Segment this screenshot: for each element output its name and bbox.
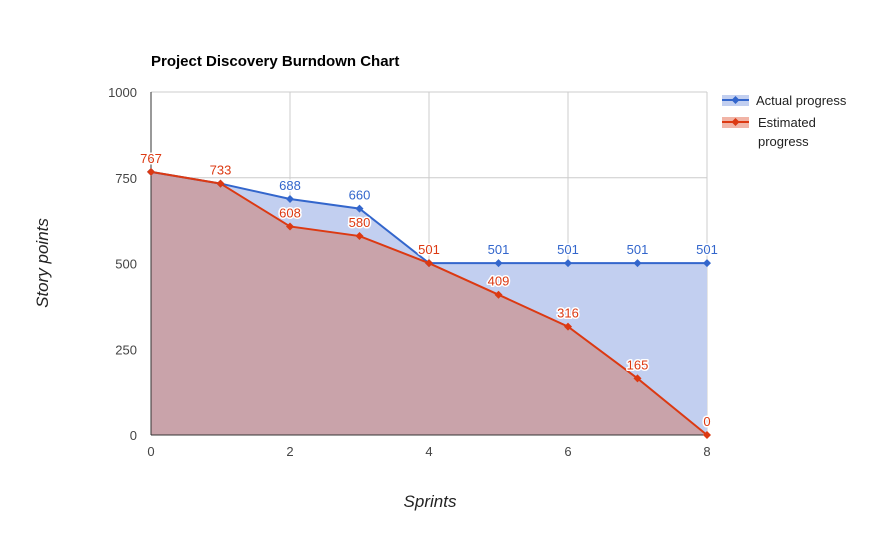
data-label-series-1: 409 xyxy=(488,274,510,289)
data-label-series-0: 501 xyxy=(627,242,649,257)
y-tick-label: 0 xyxy=(130,428,137,443)
point-series-0[interactable] xyxy=(355,204,364,213)
point-series-1[interactable] xyxy=(494,290,503,299)
data-labels: 688 660 501 501 501 501 767 733 608 580 501 409 316 1… xyxy=(139,149,720,430)
y-axis-title: Story points xyxy=(33,218,52,308)
data-label-series-1: 316 xyxy=(557,306,579,321)
point-series-0[interactable] xyxy=(494,259,503,268)
y-tick-label: 1000 xyxy=(108,85,137,100)
data-label-series-1: 733 xyxy=(210,163,232,178)
y-tick-label: 500 xyxy=(115,257,137,272)
point-series-0[interactable] xyxy=(633,259,642,268)
point-series-0[interactable] xyxy=(564,259,572,268)
legend-item-estimated[interactable]: Estimated progress xyxy=(722,115,819,149)
point-series-1[interactable] xyxy=(355,232,364,241)
legend: Actual progress Estimated progress xyxy=(722,93,847,149)
point-series-1[interactable] xyxy=(286,222,294,231)
legend-marker-estimated xyxy=(731,118,740,126)
point-series-1[interactable] xyxy=(564,322,572,331)
point-series-1[interactable] xyxy=(216,179,225,188)
data-label-series-1: 608 xyxy=(279,205,301,220)
data-points xyxy=(147,167,711,439)
legend-label-actual: Actual progress xyxy=(756,93,847,108)
data-label-series-0: 501 xyxy=(488,242,510,257)
legend-item-actual[interactable]: Actual progress xyxy=(722,93,847,108)
data-label-series-1: 0 xyxy=(703,414,710,429)
point-series-0[interactable] xyxy=(703,259,711,268)
y-tick-label: 250 xyxy=(115,342,137,357)
data-label-series-1: 501 xyxy=(418,242,440,257)
area-series-1 xyxy=(151,171,707,435)
series-areas xyxy=(151,171,707,435)
point-series-1[interactable] xyxy=(425,259,433,268)
data-label-series-0: 660 xyxy=(349,188,371,203)
point-series-0[interactable] xyxy=(286,195,294,204)
legend-marker-actual xyxy=(731,96,740,104)
x-tick-label: 8 xyxy=(703,444,710,459)
point-series-1[interactable] xyxy=(703,431,711,439)
data-label-series-0: 501 xyxy=(696,242,718,257)
x-tick-label: 4 xyxy=(425,444,432,459)
axes xyxy=(150,92,707,436)
data-label-series-1: 767 xyxy=(140,151,162,166)
x-axis-title: Sprints xyxy=(404,492,457,511)
data-label-series-1: 580 xyxy=(349,215,371,230)
x-tick-label: 6 xyxy=(564,444,571,459)
legend-label-estimated: Estimated progress xyxy=(758,115,819,149)
data-label-series-0: 688 xyxy=(279,178,301,193)
tick-labels: 0 250 500 750 1000 0 2 4 6 8 xyxy=(108,85,711,459)
x-tick-label: 2 xyxy=(286,444,293,459)
x-tick-label: 0 xyxy=(147,444,154,459)
data-label-series-0: 501 xyxy=(557,242,579,257)
data-label-series-1: 165 xyxy=(627,357,649,372)
chart-title: Project Discovery Burndown Chart xyxy=(151,53,399,70)
point-series-1[interactable] xyxy=(147,167,155,176)
point-series-1[interactable] xyxy=(633,374,642,383)
y-tick-label: 750 xyxy=(115,171,137,186)
